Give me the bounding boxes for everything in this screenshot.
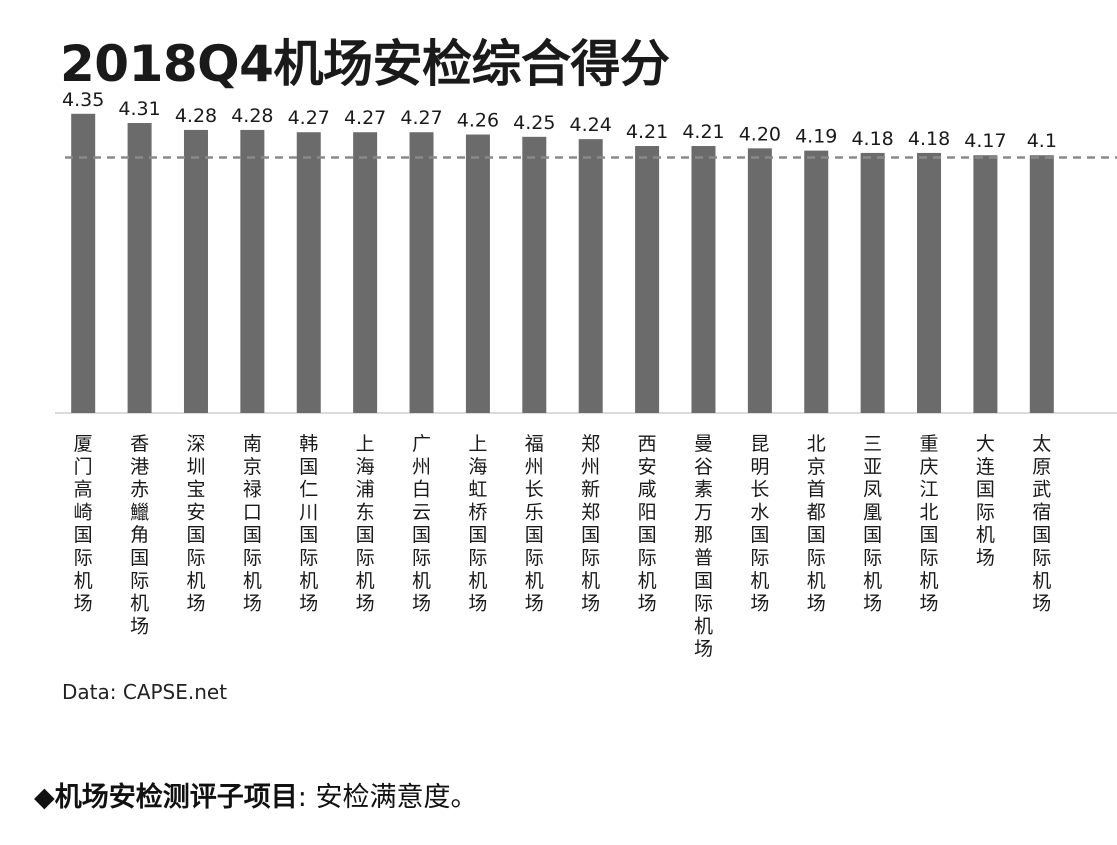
data-label: 4.21 (626, 121, 668, 143)
bar (127, 123, 152, 413)
bar (296, 132, 321, 413)
data-label: 4.26 (457, 110, 499, 132)
x-tick-label: 广州白云国际机场 (412, 433, 431, 615)
x-tick-label: 太原武宿国际机场 (1032, 433, 1051, 615)
x-tick-label: 北京首都国际机场 (807, 433, 826, 615)
bar (635, 146, 660, 413)
chart-title: 2018Q4机场安检综合得分 (60, 35, 670, 93)
data-label: 4.27 (344, 107, 386, 129)
data-label: 4.27 (400, 107, 442, 129)
data-label: 4.24 (570, 114, 612, 136)
footnote-label: 机场安检测评子项目 (54, 782, 298, 813)
footnote-separator: : (297, 782, 307, 813)
bar (691, 146, 716, 413)
data-label: 4.35 (62, 89, 104, 111)
x-tick-label: 南京禄口国际机场 (243, 433, 262, 615)
data-label: 4.27 (288, 107, 330, 129)
x-tick-label: 上海浦东国际机场 (356, 433, 375, 615)
data-label: 4.21 (682, 121, 724, 143)
bar (465, 134, 490, 413)
bar (71, 113, 96, 413)
x-tick-label: 香港赤鱲角国际机场 (130, 433, 149, 637)
source-note: Data: CAPSE.net (62, 680, 228, 704)
x-tick-label: 大连国际机场 (976, 433, 995, 569)
x-tick-label: 三亚凤凰国际机场 (863, 433, 882, 615)
bar (860, 152, 885, 413)
bullet-icon: ◆ (34, 782, 55, 813)
x-tick-label: 重庆江北国际机场 (920, 433, 939, 615)
bar (409, 132, 434, 413)
x-tick-label: 昆明长水国际机场 (750, 433, 769, 615)
x-tick-label: 深圳宝安国际机场 (186, 433, 205, 615)
data-label: 4.28 (175, 105, 217, 127)
bar (578, 139, 603, 413)
bar (1029, 155, 1054, 413)
data-label: 4.18 (908, 128, 950, 150)
footnote-text: 安检满意度。 (315, 782, 478, 813)
data-label: 4.28 (231, 105, 273, 127)
data-label: 4.1 (1027, 130, 1057, 152)
data-label: 4.17 (964, 130, 1006, 152)
bar (183, 129, 208, 413)
x-tick-label: 曼谷素万那普国际机场 (694, 433, 713, 660)
bar (973, 155, 998, 413)
bar (240, 129, 265, 413)
x-tick-label: 厦门高崎国际机场 (74, 433, 93, 615)
data-label: 4.19 (795, 126, 837, 148)
bar (804, 150, 829, 413)
bar (353, 132, 378, 413)
bar (747, 148, 772, 414)
bar (522, 136, 547, 413)
data-label: 4.31 (118, 98, 160, 120)
data-label: 4.20 (739, 123, 781, 145)
data-label: 4.18 (851, 128, 893, 150)
x-tick-label: 福州长乐国际机场 (525, 433, 544, 615)
x-tick-label: 韩国仁川国际机场 (299, 433, 318, 615)
data-label: 4.25 (513, 112, 555, 134)
footnote: ◆机场安检测评子项目: 安检满意度。 (34, 775, 477, 814)
x-tick-label: 郑州新郑国际机场 (581, 433, 600, 615)
x-tick-label: 西安咸阳国际机场 (638, 433, 657, 615)
x-tick-label: 上海虹桥国际机场 (468, 433, 487, 615)
bar (917, 152, 942, 413)
